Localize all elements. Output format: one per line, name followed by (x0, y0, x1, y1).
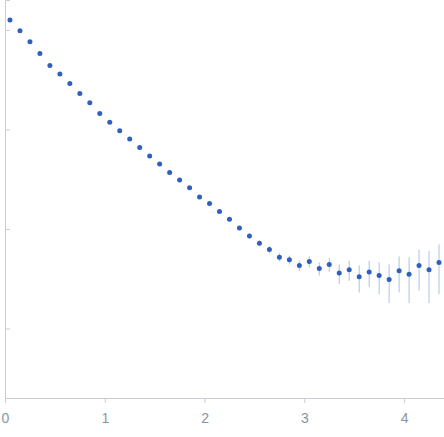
data-point (367, 269, 372, 274)
data-point (187, 185, 192, 190)
x-axis: 0 1 2 3 4 (2, 398, 444, 426)
plot-area (7, 17, 441, 303)
data-point (227, 217, 232, 222)
data-point (397, 268, 402, 273)
data-point (57, 72, 62, 77)
y-tick-mark (5, 30, 10, 31)
data-point (27, 39, 32, 44)
data-point (257, 241, 262, 246)
x-tick: 3 (301, 398, 309, 426)
data-point (437, 260, 442, 265)
y-tick (5, 229, 10, 230)
x-tick-mark (105, 398, 106, 403)
data-point (217, 209, 222, 214)
x-tick-mark (404, 398, 405, 403)
x-tick: 0 (2, 398, 10, 426)
data-point (77, 91, 82, 96)
y-tick (5, 328, 10, 329)
data-point (317, 266, 322, 271)
data-point (377, 273, 382, 278)
error-bar (409, 257, 410, 303)
x-axis-line (6, 399, 444, 404)
data-point (17, 28, 22, 33)
error-bar (399, 256, 400, 292)
error-bar (389, 264, 390, 303)
y-tick (5, 129, 10, 130)
chart: 0 1 2 3 4 (0, 0, 444, 437)
data-point (277, 255, 282, 260)
data-point (37, 51, 42, 56)
x-tick: 2 (201, 398, 209, 426)
error-bar (419, 250, 420, 291)
data-point (117, 128, 122, 133)
x-tick-mark (304, 398, 305, 403)
data-point (207, 201, 212, 206)
error-bar (429, 251, 430, 303)
data-point (47, 63, 52, 68)
data-point (107, 120, 112, 125)
y-tick (5, 30, 10, 31)
x-tick: 4 (401, 398, 409, 426)
x-tick-label: 4 (401, 410, 409, 426)
data-point (417, 263, 422, 268)
error-bar (439, 244, 440, 294)
x-tick-mark (205, 398, 206, 403)
x-tick-label: 2 (201, 410, 209, 426)
data-point (137, 145, 142, 150)
x-tick: 1 (101, 398, 109, 426)
y-tick-mark (5, 229, 10, 230)
x-tick-label: 0 (2, 410, 10, 426)
data-point (247, 233, 252, 238)
data-point (177, 178, 182, 183)
y-axis-line (6, 1, 11, 399)
data-point (197, 194, 202, 199)
data-point (127, 137, 132, 142)
data-point (337, 271, 342, 276)
data-point (427, 267, 432, 272)
data-point (407, 272, 412, 277)
data-point (87, 100, 92, 105)
data-point (287, 257, 292, 262)
data-point (7, 17, 12, 22)
data-point (67, 81, 72, 86)
y-axis (5, 1, 10, 399)
data-point (167, 170, 172, 175)
data-point (307, 259, 312, 264)
data-point (347, 267, 352, 272)
y-tick-mark (5, 328, 10, 329)
data-point (147, 154, 152, 159)
data-point (157, 161, 162, 166)
error-bar (379, 263, 380, 295)
data-point (327, 262, 332, 267)
data-point (357, 274, 362, 279)
x-tick-label: 1 (101, 410, 109, 426)
data-point (237, 226, 242, 231)
x-tick-label: 3 (301, 410, 309, 426)
data-point (267, 247, 272, 252)
data-point (97, 111, 102, 116)
data-point (387, 277, 392, 282)
y-tick-mark (5, 129, 10, 130)
data-point (297, 263, 302, 268)
